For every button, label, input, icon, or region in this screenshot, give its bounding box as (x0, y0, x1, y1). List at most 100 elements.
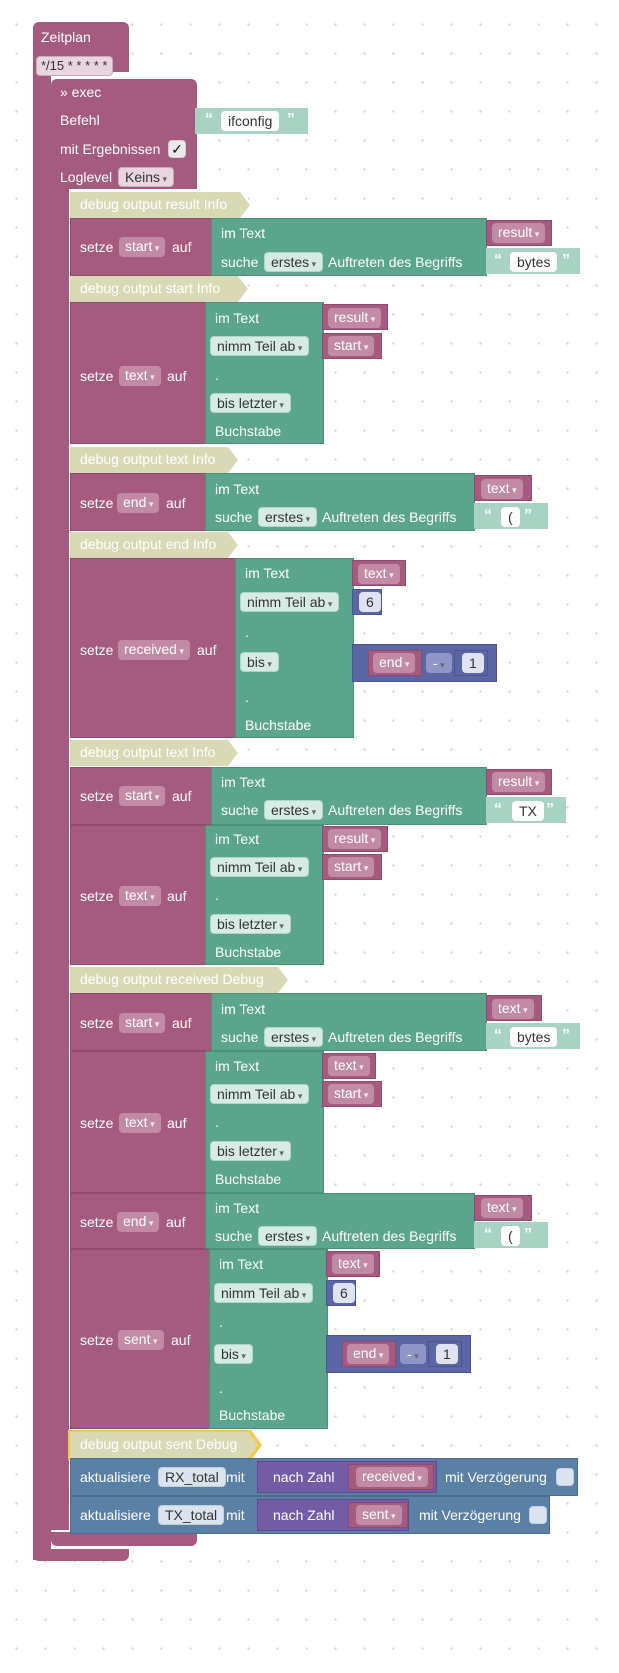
exec-footer (51, 1532, 197, 1546)
var-dropdown[interactable]: end (117, 493, 160, 513)
debug-block[interactable]: debug output received Debug (70, 967, 288, 993)
search-string-input[interactable]: bytes (510, 252, 558, 272)
in-text-label: im Text (215, 310, 260, 326)
state-id-field[interactable]: RX_total (158, 1467, 226, 1487)
text-var-dropdown[interactable]: text (481, 1198, 523, 1218)
occurrence-label: Auftreten des Begriffs (328, 1029, 463, 1045)
exec-title: » exec (60, 84, 102, 100)
with-results-checkbox[interactable]: ✓ (168, 140, 186, 158)
mode-dropdown[interactable]: erstes (264, 252, 324, 272)
set-text-block[interactable] (70, 1051, 206, 1193)
set-label: setze (80, 642, 114, 658)
until-mode-dropdown[interactable]: bis letzter (210, 1141, 291, 1161)
loglevel-dropdown[interactable]: Keins (118, 167, 175, 187)
text-var-dropdown[interactable]: text (358, 564, 400, 584)
mode-dropdown[interactable]: erstes (258, 1226, 318, 1246)
in-text-label: im Text (245, 565, 290, 581)
command-input[interactable]: ifconfig (221, 111, 280, 131)
from-mode-dropdown[interactable]: nimm Teil ab (210, 857, 310, 877)
substring-block[interactable] (235, 558, 354, 738)
set-text-block[interactable] (70, 825, 206, 965)
find-label: suche (215, 1228, 253, 1244)
with-label: mit (226, 1469, 245, 1485)
open-quote-icon: “ (494, 252, 502, 269)
command-label: Befehl (60, 112, 100, 128)
debug-block[interactable]: debug output text Info (70, 740, 238, 766)
from-var-dropdown[interactable]: start (328, 857, 375, 877)
debug-block[interactable]: debug output end Info (70, 532, 238, 558)
find-text-block[interactable] (205, 1193, 475, 1249)
until-mode-dropdown[interactable]: bis (240, 652, 279, 672)
search-string-input[interactable]: TX (512, 801, 544, 821)
end-var-dropdown[interactable]: end (373, 653, 416, 673)
var-dropdown[interactable]: sent (118, 1330, 164, 1350)
open-quote-icon: “ (205, 111, 213, 128)
from-mode-dropdown[interactable]: nimm Teil ab (240, 592, 340, 612)
number-input[interactable]: 1 (436, 1344, 458, 1364)
state-id-field[interactable]: TX_total (158, 1505, 225, 1525)
from-mode-dropdown[interactable]: nimm Teil ab (210, 1084, 310, 1104)
mode-dropdown[interactable]: erstes (264, 1027, 324, 1047)
cron-field[interactable]: */15 * * * * * (36, 56, 113, 76)
value-var-dropdown[interactable]: sent (356, 1505, 402, 1525)
until-mode-dropdown[interactable]: bis (214, 1344, 253, 1364)
debug-block[interactable]: debug output start Info (70, 276, 248, 302)
mode-dropdown[interactable]: erstes (264, 800, 324, 820)
close-quote-icon: ” (524, 507, 532, 524)
text-var-dropdown[interactable]: result (328, 308, 382, 328)
find-text-block[interactable] (211, 767, 487, 825)
debug-block[interactable]: debug output sent Debug (70, 1432, 258, 1458)
with-delay-checkbox[interactable] (529, 1506, 547, 1524)
from-mode-dropdown[interactable]: nimm Teil ab (214, 1283, 314, 1303)
text-var-dropdown[interactable]: text (481, 479, 523, 499)
text-var-dropdown[interactable]: text (332, 1254, 374, 1274)
number-input[interactable]: 6 (359, 592, 381, 612)
in-text-label: im Text (215, 1200, 260, 1216)
end-var-dropdown[interactable]: end (347, 1344, 390, 1364)
operator-dropdown[interactable]: - (400, 1344, 426, 1364)
search-string-input[interactable]: ( (501, 507, 520, 527)
text-var-dropdown[interactable]: text (328, 1056, 370, 1076)
close-quote-icon: ” (562, 252, 570, 269)
from-var-dropdown[interactable]: start (328, 1084, 375, 1104)
text-var-dropdown[interactable]: result (492, 223, 546, 243)
operator-dropdown[interactable]: - (426, 653, 452, 673)
to-label: auf (167, 1115, 187, 1131)
var-dropdown[interactable]: received (118, 640, 190, 660)
text-var-dropdown[interactable]: text (492, 999, 534, 1019)
var-dropdown[interactable]: text (119, 366, 161, 386)
number-input[interactable]: 6 (333, 1283, 355, 1303)
find-text-block[interactable] (211, 218, 487, 276)
debug-block[interactable]: debug output result Info (70, 192, 250, 218)
occurrence-label: Auftreten des Begriffs (322, 509, 457, 525)
close-quote-icon: ” (546, 801, 554, 818)
until-mode-dropdown[interactable]: bis letzter (210, 914, 291, 934)
until-mode-dropdown[interactable]: bis letzter (210, 393, 291, 413)
in-text-label: im Text (215, 1058, 260, 1074)
var-dropdown[interactable]: end (117, 1212, 160, 1232)
text-var-dropdown[interactable]: result (492, 772, 546, 792)
mode-dropdown[interactable]: erstes (258, 507, 318, 527)
debug-block[interactable]: debug output text Info (70, 447, 238, 473)
to-label: auf (172, 788, 192, 804)
find-text-block[interactable] (205, 473, 475, 531)
search-string-input[interactable]: ( (501, 1226, 520, 1246)
substring-block[interactable] (205, 825, 324, 965)
value-var-dropdown[interactable]: received (356, 1467, 428, 1487)
exec-left-bar (51, 180, 69, 1530)
from-var-dropdown[interactable]: start (328, 336, 375, 356)
substring-block[interactable] (205, 1051, 324, 1193)
var-dropdown[interactable]: start (119, 786, 166, 806)
substring-block[interactable] (205, 302, 324, 444)
with-delay-checkbox[interactable] (556, 1468, 574, 1486)
var-dropdown[interactable]: start (119, 237, 166, 257)
var-dropdown[interactable]: start (119, 1013, 166, 1033)
var-dropdown[interactable]: text (119, 886, 161, 906)
find-text-block[interactable] (211, 993, 487, 1051)
number-input[interactable]: 1 (462, 653, 484, 673)
text-var-dropdown[interactable]: result (328, 829, 382, 849)
search-string-input[interactable]: bytes (510, 1027, 558, 1047)
from-mode-dropdown[interactable]: nimm Teil ab (210, 336, 310, 356)
substring-block[interactable] (209, 1249, 328, 1429)
var-dropdown[interactable]: text (119, 1113, 161, 1133)
